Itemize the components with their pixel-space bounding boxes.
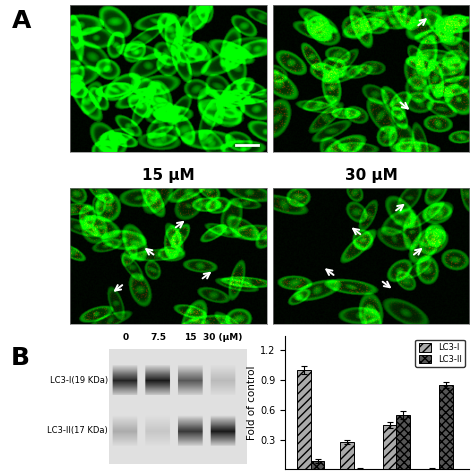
Text: 0: 0 [122, 334, 128, 343]
Bar [340, 442, 354, 469]
Y-axis label: Fold of control: Fold of control [247, 365, 257, 440]
Bar [383, 425, 396, 469]
Text: 30 μM: 30 μM [345, 168, 397, 183]
Text: 30 (μM): 30 (μM) [203, 334, 243, 343]
Legend: LC3-I, LC3-II: LC3-I, LC3-II [415, 340, 465, 367]
Text: A: A [12, 9, 32, 33]
Text: LC3-II(17 KDa): LC3-II(17 KDa) [47, 426, 108, 435]
Bar [311, 461, 325, 469]
Text: 7.5: 7.5 [150, 334, 166, 343]
Bar [297, 370, 311, 469]
Text: LC3-I(19 KDa): LC3-I(19 KDa) [50, 376, 108, 385]
Text: B: B [11, 346, 30, 370]
Bar [396, 415, 410, 469]
Text: 15: 15 [184, 334, 197, 343]
Bar [439, 385, 453, 469]
Text: 15 μM: 15 μM [142, 168, 195, 183]
